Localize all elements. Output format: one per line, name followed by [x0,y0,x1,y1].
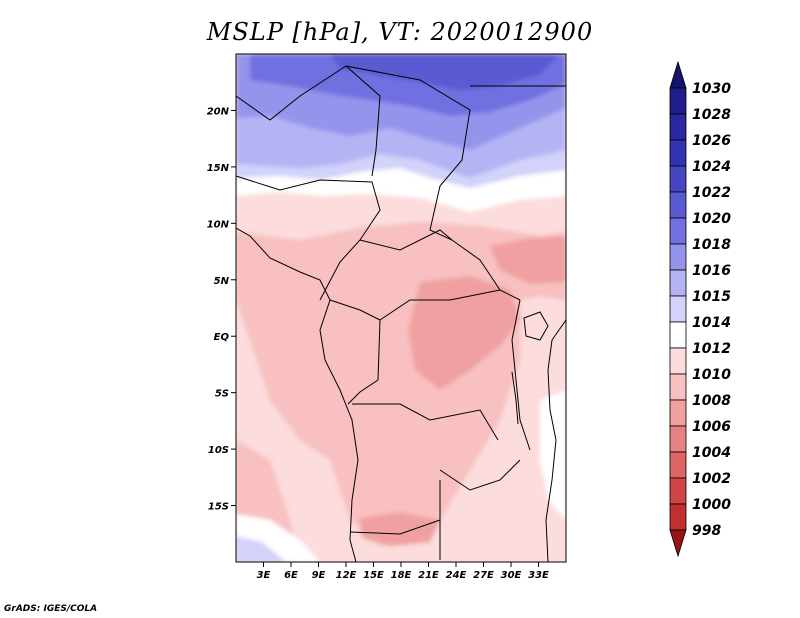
border-congo-2 [347,319,381,405]
lon-tick-label: 33E [528,570,549,581]
border-congo-1 [329,289,501,321]
lat-tick-label: 15S [208,502,229,513]
colorbar-level-label: 1030 [692,81,731,97]
colorbar-level-label: 998 [692,523,721,539]
lat-tick-label: 5S [215,389,229,400]
lat-tick-label: 10S [208,445,229,456]
colorbar-swatch [669,165,687,193]
latitude-axis: 20N 15N 10N 5N EQ 5S 10S 15S [207,106,236,513]
colorbar-swatch [669,269,687,297]
colorbar-swatch [669,139,687,167]
lon-tick-label: 18E [391,570,412,581]
colorbar-swatch [669,399,687,427]
lon-tick-label: 30E [501,570,522,581]
colorbar-legend: 1030 1028 1026 1024 1022 1020 1018 1016 1015 1014… [669,60,731,558]
lat-tick-label: 10N [207,219,230,230]
lon-tick-label: 27E [473,570,494,581]
border-car [359,229,453,251]
colorbar-level-label: 1002 [692,471,731,487]
grads-credit: GrADS: IGES/COLA [4,604,98,614]
border-zambia [439,459,521,491]
colorbar-level-label: 1026 [692,133,731,149]
border-chad-sudan [429,185,521,301]
colorbar-swatch [669,425,687,453]
colorbar-swatch [669,243,687,271]
field-1008-east [490,236,566,284]
colorbar-level-label: 1016 [692,263,731,279]
lon-tick-label: 9E [312,570,326,581]
border-drc-angola [352,403,499,441]
lake-tanganyika [511,371,519,425]
border-sahara-2 [345,65,471,187]
colorbar-level-label: 1022 [692,185,731,201]
lon-tick-label: 12E [336,570,357,581]
colorbar-level-label: 1010 [692,367,731,383]
colorbar-level-label: 1012 [692,341,731,357]
colorbar-swatch [669,87,687,115]
colorbar-level-label: 1008 [692,393,731,409]
lon-tick-label: 21E [418,570,439,581]
pressure-field [236,54,566,562]
colorbar-swatch [669,295,687,323]
map-title: MSLP [hPa], VT: 2020012900 [206,18,594,46]
coastline-east-africa [545,319,566,562]
colorbar-swatch [669,191,687,219]
colorbar-swatch [669,321,687,349]
colorbar-swatch [669,373,687,401]
field-1008-congo [408,276,520,390]
border-east-lakes [511,299,531,451]
lat-tick-label: 20N [207,106,230,117]
field-1022-band [330,54,560,90]
longitude-axis: 3E 6E 9E 12E 15E 18E 21E 24E 27E 30E 33E [257,562,549,581]
field-1016-sw [236,536,286,562]
colorbar-swatch [669,451,687,479]
colorbar-top-arrow [669,60,687,89]
colorbar-swatch [669,113,687,141]
lon-tick-label: 6E [284,570,298,581]
border-angola-namibia [349,519,441,535]
colorbar-level-label: 1024 [692,159,731,175]
colorbar-swatch [669,503,687,531]
lon-tick-label: 15E [363,570,384,581]
colorbar-level-label: 1028 [692,107,731,123]
colorbar-level-label: 1014 [692,315,731,331]
colorbar-swatch [669,347,687,375]
lon-tick-label: 3E [257,570,271,581]
lat-tick-label: EQ [214,332,230,343]
colorbar-swatch [669,477,687,505]
lat-tick-label: 5N [214,276,230,287]
colorbar-level-label: 1015 [692,289,731,305]
colorbar-bottom-arrow [669,529,687,558]
colorbar-level-label: 1004 [692,445,731,461]
field-1014-band [236,168,566,212]
colorbar-level-label: 1006 [692,419,731,435]
colorbar-level-label: 1000 [692,497,731,513]
colorbar-swatch [669,217,687,245]
lon-tick-label: 24E [446,570,467,581]
coastline-west-africa [236,227,359,562]
lake-victoria [523,311,549,341]
coastlines-borders [236,65,566,562]
field-1014-east [540,390,566,520]
border-sahel [236,175,381,301]
colorbar-level-label: 1018 [692,237,731,253]
field-1008-kalahari [360,512,440,546]
lat-tick-label: 15N [207,163,230,174]
colorbar-level-label: 1020 [692,211,731,227]
